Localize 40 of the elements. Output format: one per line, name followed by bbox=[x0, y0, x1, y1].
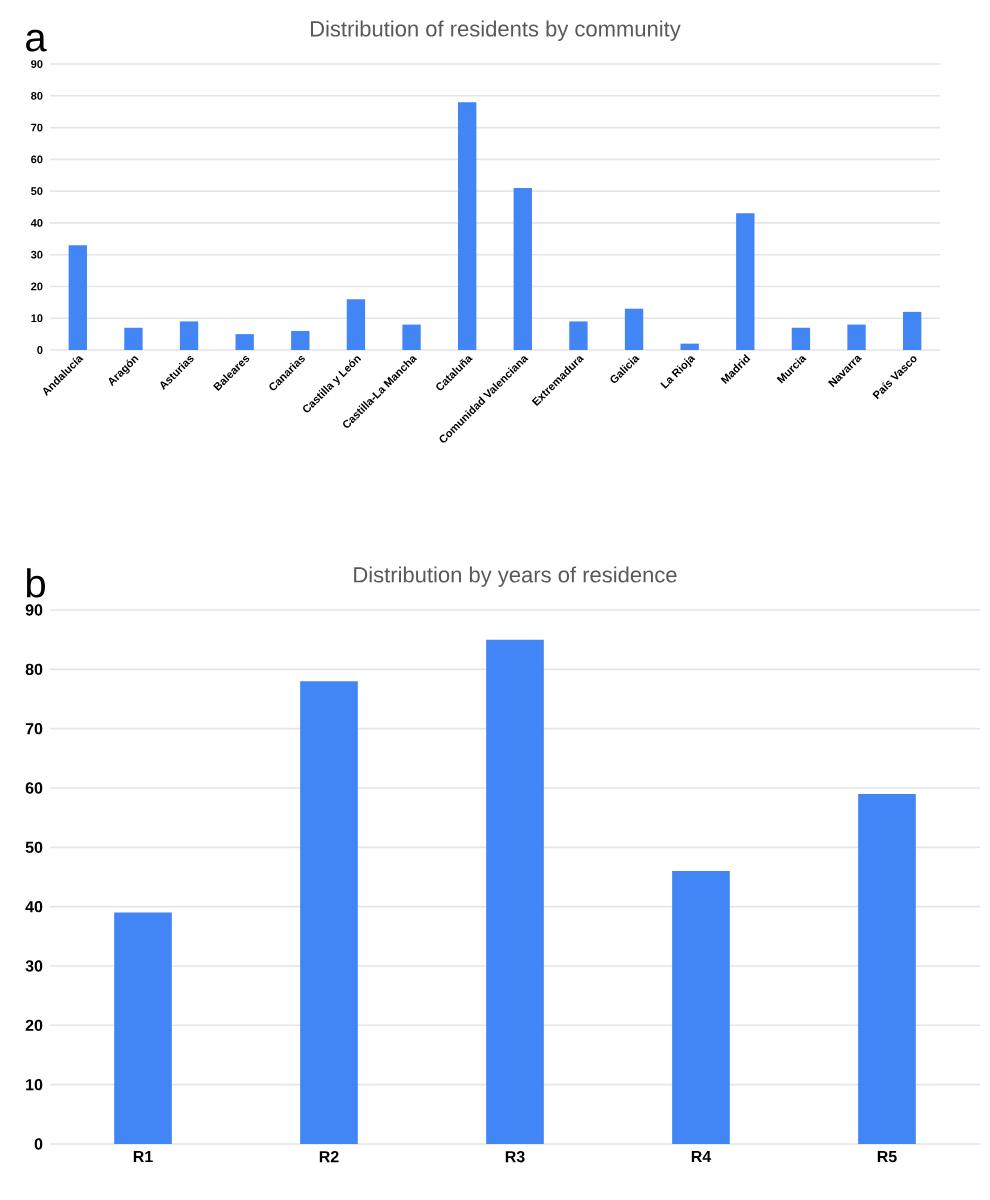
x-tick-label: R3 bbox=[505, 1151, 525, 1163]
y-tick-label: 80 bbox=[25, 663, 43, 675]
bar bbox=[68, 245, 87, 350]
y-tick-label: 70 bbox=[25, 723, 43, 735]
bar bbox=[680, 343, 699, 350]
bar bbox=[402, 324, 421, 350]
bar bbox=[346, 299, 366, 350]
x-tick-label: R2 bbox=[319, 1151, 339, 1163]
chart-title: Distribution by years of residence bbox=[354, 566, 677, 587]
x-tick-label: R5 bbox=[877, 1151, 897, 1163]
text: a bbox=[26, 29, 47, 52]
bar bbox=[847, 324, 866, 350]
bar bbox=[736, 213, 755, 350]
bar bbox=[114, 912, 172, 1144]
text: b bbox=[26, 568, 45, 598]
bar bbox=[858, 793, 916, 1144]
y-tick-label: 20 bbox=[25, 1019, 43, 1031]
y-tick-label: 30 bbox=[25, 960, 43, 972]
bar bbox=[624, 308, 644, 350]
bar bbox=[902, 311, 922, 350]
bar bbox=[124, 327, 143, 350]
chart-title: Distribution of residents by community bbox=[310, 20, 681, 41]
bar bbox=[486, 639, 544, 1144]
y-tick-label: 60 bbox=[25, 782, 43, 794]
bar bbox=[569, 321, 588, 350]
y-tick-label: 40 bbox=[25, 901, 43, 913]
x-tick-label: R1 bbox=[133, 1151, 153, 1163]
bar bbox=[513, 187, 532, 350]
bar bbox=[672, 871, 730, 1144]
y-tick-label: 90 bbox=[25, 604, 43, 616]
bar bbox=[458, 102, 477, 350]
y-tick-label: 50 bbox=[25, 841, 43, 853]
bar bbox=[300, 681, 358, 1144]
x-tick-label: R4 bbox=[691, 1151, 712, 1163]
bar bbox=[179, 321, 199, 350]
bar bbox=[235, 334, 254, 350]
bar bbox=[791, 327, 811, 350]
y-tick-label: 10 bbox=[26, 1079, 43, 1091]
y-tick-label: 0 bbox=[34, 1138, 43, 1150]
bar bbox=[291, 330, 310, 350]
